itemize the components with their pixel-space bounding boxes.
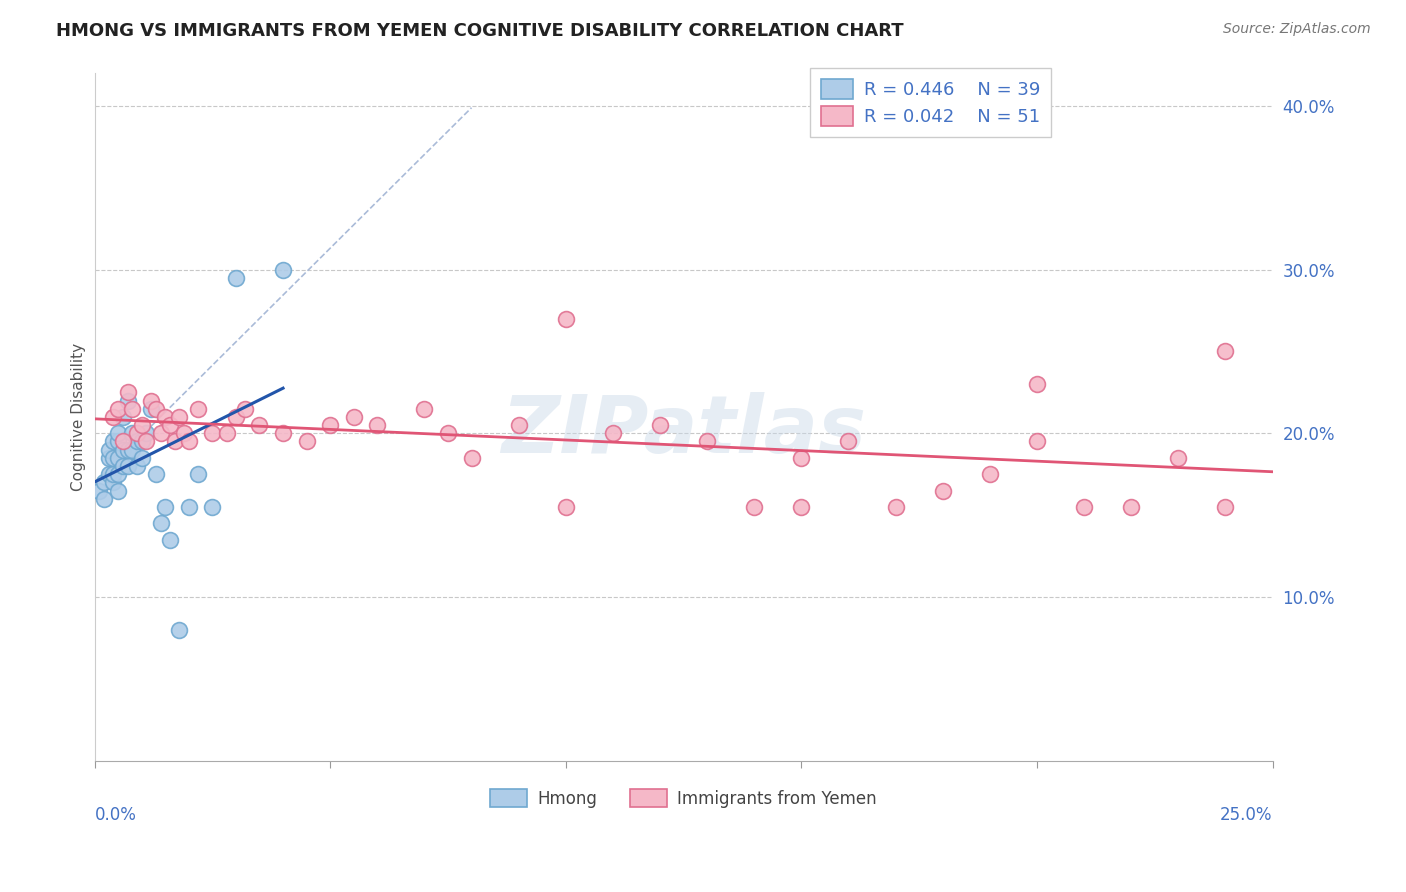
Point (103, 434, 125, 449)
Point (201, 426, 224, 441)
Point (117, 393, 139, 408)
Point (437, 426, 460, 441)
Point (97, 467, 120, 482)
Point (271, 426, 294, 441)
Point (135, 426, 157, 441)
Text: 25.0%: 25.0% (1220, 805, 1272, 823)
Point (107, 426, 129, 441)
Text: Source: ZipAtlas.com: Source: ZipAtlas.com (1223, 22, 1371, 37)
Point (225, 409, 247, 424)
Point (249, 418, 271, 433)
Point (177, 434, 200, 449)
Point (93, 475, 115, 490)
Y-axis label: Cognitive Disability: Cognitive Disability (72, 343, 86, 491)
Point (235, 401, 257, 416)
Point (135, 434, 157, 449)
Point (884, 500, 907, 514)
Point (1215, 344, 1237, 359)
Point (1167, 450, 1189, 465)
Point (187, 401, 209, 416)
Point (696, 434, 718, 449)
Point (508, 418, 530, 433)
Point (103, 409, 125, 424)
Point (155, 500, 177, 514)
Point (121, 442, 143, 457)
Point (107, 450, 129, 465)
Point (225, 270, 247, 285)
Point (131, 434, 153, 449)
Text: 0.0%: 0.0% (94, 805, 136, 823)
Point (648, 418, 671, 433)
Point (1073, 500, 1095, 514)
Point (413, 401, 436, 416)
Point (111, 442, 134, 457)
Point (271, 262, 294, 277)
Point (117, 458, 139, 473)
Point (554, 311, 576, 326)
Point (979, 467, 1001, 482)
Point (1121, 500, 1143, 514)
Point (125, 434, 148, 449)
Point (295, 434, 318, 449)
Point (366, 418, 388, 433)
Point (319, 418, 342, 433)
Point (837, 434, 859, 449)
Point (159, 418, 181, 433)
Point (107, 434, 129, 449)
Point (125, 426, 148, 441)
Point (602, 426, 624, 441)
Point (89, 483, 111, 498)
Point (159, 533, 181, 547)
Point (103, 475, 125, 490)
Point (117, 442, 139, 457)
Point (169, 409, 191, 424)
Point (155, 409, 177, 424)
Point (111, 434, 134, 449)
Point (107, 401, 129, 416)
Point (97, 450, 120, 465)
Text: HMONG VS IMMIGRANTS FROM YEMEN COGNITIVE DISABILITY CORRELATION CHART: HMONG VS IMMIGRANTS FROM YEMEN COGNITIVE… (56, 22, 904, 40)
Point (460, 450, 482, 465)
Point (742, 500, 765, 514)
Point (111, 458, 134, 473)
Point (215, 426, 238, 441)
Point (177, 500, 200, 514)
Point (790, 450, 813, 465)
Point (790, 500, 813, 514)
Point (131, 418, 153, 433)
Point (139, 401, 162, 416)
Point (145, 401, 167, 416)
Point (149, 516, 172, 531)
Point (931, 483, 953, 498)
Point (187, 467, 209, 482)
Point (169, 623, 191, 637)
Point (107, 467, 129, 482)
Point (103, 450, 125, 465)
Point (1026, 434, 1049, 449)
Point (1215, 500, 1237, 514)
Point (343, 409, 366, 424)
Point (149, 426, 172, 441)
Point (173, 426, 195, 441)
Point (554, 500, 576, 514)
Point (97, 442, 120, 457)
Legend: Hmong, Immigrants from Yemen: Hmong, Immigrants from Yemen (484, 782, 883, 814)
Point (121, 401, 143, 416)
Point (201, 500, 224, 514)
Point (111, 409, 134, 424)
Point (131, 450, 153, 465)
Point (107, 483, 129, 498)
Point (1026, 377, 1049, 392)
Point (125, 458, 148, 473)
Point (117, 385, 139, 400)
Point (145, 467, 167, 482)
Point (103, 467, 125, 482)
Point (139, 393, 162, 408)
Text: ZIPatlas: ZIPatlas (501, 392, 866, 470)
Point (93, 491, 115, 506)
Point (121, 426, 143, 441)
Point (163, 434, 186, 449)
